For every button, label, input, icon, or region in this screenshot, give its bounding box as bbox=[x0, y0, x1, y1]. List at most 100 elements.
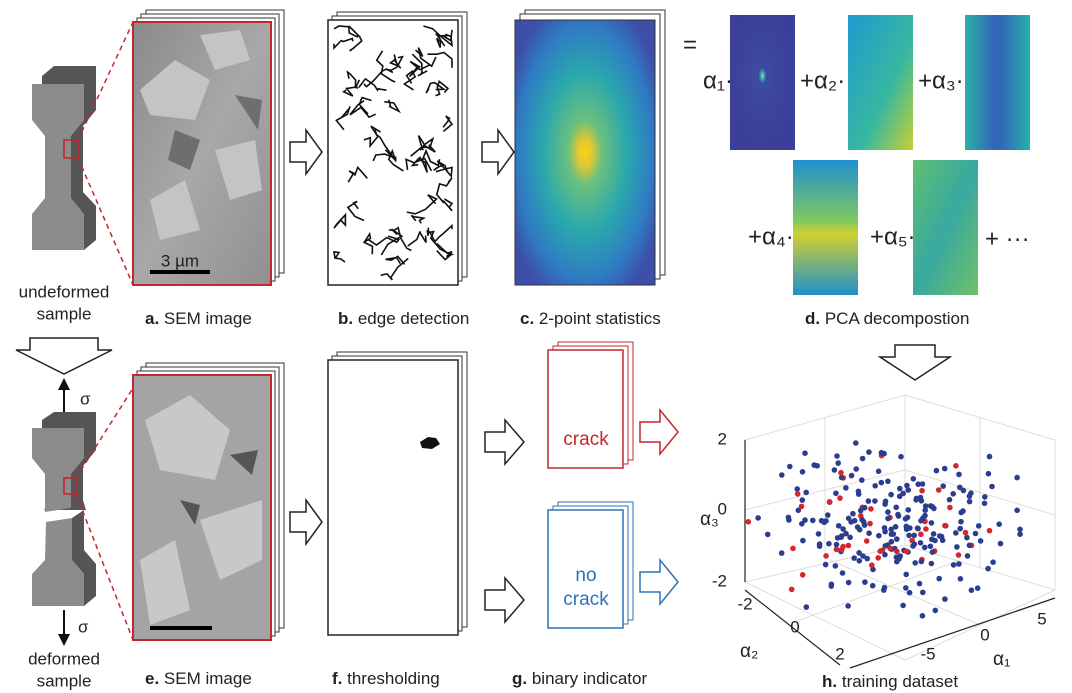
text: edge detection bbox=[358, 309, 470, 328]
caption: c. 2-point statistics bbox=[520, 309, 661, 328]
scatter-dot bbox=[838, 534, 844, 540]
scatter-dot bbox=[879, 450, 885, 456]
scatter-dot bbox=[911, 476, 917, 482]
scatter-dot bbox=[919, 559, 925, 565]
scatter-dot bbox=[918, 518, 924, 524]
scatter-dot bbox=[847, 535, 853, 541]
scatter-dot bbox=[986, 471, 992, 477]
scatter-dot bbox=[888, 492, 894, 498]
scatter-dot bbox=[929, 520, 935, 526]
scatter-dot bbox=[883, 499, 889, 505]
scatter-dot bbox=[915, 525, 921, 531]
text: g. bbox=[512, 669, 527, 688]
scatter-dot bbox=[985, 566, 991, 572]
term: + ··· bbox=[985, 225, 1030, 252]
scatter-dot bbox=[876, 469, 882, 475]
scatter-dot bbox=[839, 547, 845, 553]
scatter-dot bbox=[794, 486, 800, 492]
scatter-dot bbox=[937, 533, 943, 539]
tick-label: 0 bbox=[718, 499, 727, 518]
scatter-dot bbox=[942, 596, 948, 602]
scatter-dot bbox=[896, 513, 902, 519]
axis-label: α₃ bbox=[700, 509, 719, 530]
text: b. bbox=[338, 309, 353, 328]
scatter-dot bbox=[852, 518, 858, 524]
scatter-dot bbox=[894, 549, 900, 555]
caption: a. SEM image bbox=[145, 309, 252, 328]
scatter-dot bbox=[829, 583, 835, 589]
scatter-dot bbox=[947, 497, 953, 503]
scatter-dot bbox=[917, 581, 923, 587]
scatter-dot bbox=[982, 501, 988, 507]
scatter-dot bbox=[947, 505, 953, 511]
scatter-dot bbox=[904, 526, 910, 532]
scatter-dot bbox=[998, 541, 1004, 547]
scatter-dot bbox=[846, 516, 852, 522]
scatter-dot bbox=[851, 555, 857, 561]
pca-image bbox=[848, 15, 913, 150]
scatter-dot bbox=[956, 552, 962, 558]
scatter-dot bbox=[929, 537, 935, 543]
scatter-dot bbox=[840, 526, 846, 532]
scatter-dot bbox=[823, 562, 829, 568]
stress-label: σ bbox=[78, 617, 89, 636]
scatter-dot bbox=[919, 488, 925, 494]
scatter-dot bbox=[840, 570, 846, 576]
scatter-dot bbox=[872, 498, 878, 504]
scatter-dot bbox=[859, 517, 865, 523]
scatter-dot bbox=[930, 549, 936, 555]
scatter-dot bbox=[834, 542, 840, 548]
scatter-dot bbox=[817, 543, 823, 549]
scatter-dot bbox=[954, 544, 960, 550]
scatter-dot bbox=[827, 499, 833, 505]
scatter-dot bbox=[967, 493, 973, 499]
threshold-stack bbox=[328, 352, 467, 635]
edge-stack bbox=[328, 12, 467, 285]
scatter-dot bbox=[942, 523, 948, 529]
tick-label: 2 bbox=[835, 644, 844, 663]
term: α₁· bbox=[703, 67, 733, 94]
scatter-dot bbox=[810, 518, 816, 524]
scatter-dot bbox=[876, 533, 882, 539]
scatter-dot bbox=[996, 521, 1002, 527]
scatter-dot bbox=[1014, 475, 1020, 481]
scatter-dot bbox=[875, 555, 881, 561]
axis-label: α₁ bbox=[993, 649, 1010, 670]
scatter-dot bbox=[931, 531, 937, 537]
scatter-dot bbox=[800, 538, 806, 544]
scatter-dot bbox=[882, 552, 888, 558]
sample-label: sample bbox=[37, 304, 92, 323]
sample-label: sample bbox=[37, 671, 92, 690]
scatter-dot bbox=[903, 585, 909, 591]
scatter-dot bbox=[864, 538, 870, 544]
scatter-dot bbox=[826, 541, 832, 547]
scatter-dot bbox=[790, 546, 796, 552]
scatter-dot bbox=[857, 558, 863, 564]
scatter-dot bbox=[957, 526, 963, 532]
tick-label: 5 bbox=[1037, 609, 1046, 628]
scatter-dot bbox=[960, 508, 966, 514]
sem-stack bbox=[133, 10, 284, 285]
scatter-dot bbox=[834, 453, 840, 459]
scatter-dot bbox=[843, 485, 849, 491]
scatter-dot bbox=[866, 530, 872, 536]
scatter-dot bbox=[967, 499, 973, 505]
scatter-dot bbox=[870, 583, 876, 589]
scatter-dot bbox=[1017, 527, 1023, 533]
pca-image bbox=[913, 160, 978, 295]
scatter-dot bbox=[965, 553, 971, 559]
scatter-dot bbox=[963, 530, 969, 536]
caption: f. thresholding bbox=[332, 669, 440, 688]
scatter-dot bbox=[973, 531, 979, 537]
scatter-dot bbox=[919, 498, 925, 504]
scatter-dot bbox=[953, 463, 959, 469]
scatter-dot bbox=[969, 587, 975, 593]
tick-label: -2 bbox=[712, 571, 727, 590]
scatter-dot bbox=[789, 587, 795, 593]
scatter-dot bbox=[923, 526, 929, 532]
scatter-dot bbox=[918, 540, 924, 546]
scatter-dot bbox=[975, 585, 981, 591]
scatter-dot bbox=[912, 541, 918, 547]
scatter-dot bbox=[905, 515, 911, 521]
scatter-dot bbox=[898, 454, 904, 460]
